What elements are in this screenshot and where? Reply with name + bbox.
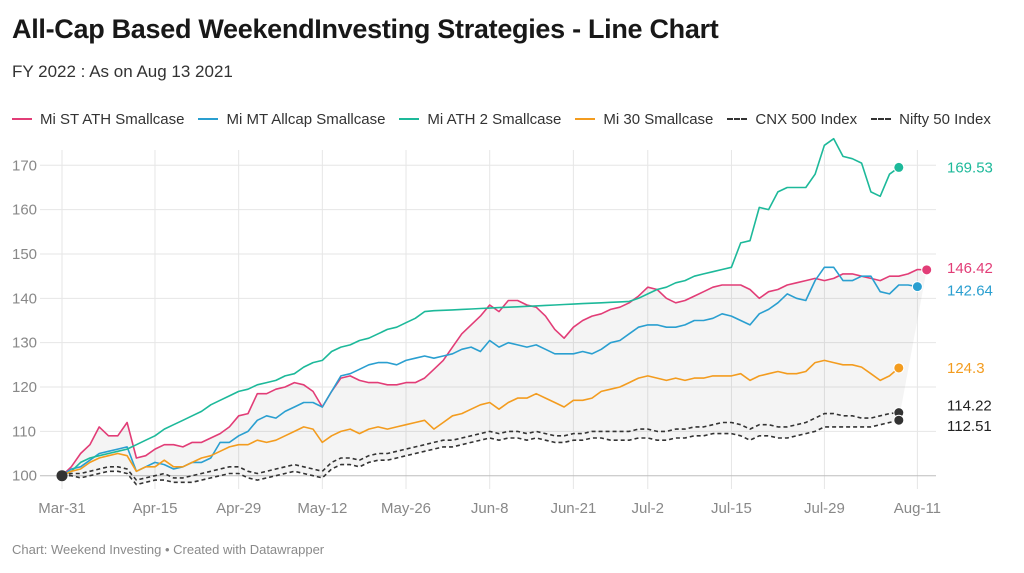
legend-label: CNX 500 Index bbox=[755, 110, 858, 128]
series-line-mi-mt-allcap-smallcase bbox=[61, 266, 918, 477]
chart-title: All-Cap Based WeekendInvesting Strategie… bbox=[12, 14, 719, 44]
series-line-cnx-500-index bbox=[61, 411, 899, 481]
x-tick-label: Jun-8 bbox=[471, 500, 509, 517]
x-tick-label: Jul-15 bbox=[711, 500, 752, 517]
end-marker-mi-st-ath-smallcase bbox=[921, 264, 933, 276]
series-line-mi-ath-2-smallcase bbox=[61, 137, 900, 477]
chart-subtitle: FY 2022 : As on Aug 13 2021 bbox=[12, 62, 233, 81]
legend-item: Nifty 50 Index bbox=[871, 104, 991, 135]
y-tick-label: 170 bbox=[12, 157, 37, 174]
end-label-mi-mt-allcap-smallcase: 142.64 bbox=[947, 283, 993, 300]
x-tick-label: May-12 bbox=[297, 500, 347, 517]
x-tick-label: Apr-15 bbox=[132, 500, 177, 517]
legend-label: Mi MT Allcap Smallcase bbox=[226, 110, 386, 128]
x-tick-label: Jul-29 bbox=[804, 500, 845, 517]
x-tick-label: May-26 bbox=[381, 500, 431, 517]
legend-item: Mi ATH 2 Smallcase bbox=[399, 104, 561, 135]
chart-legend: Mi ST ATH Smallcase Mi MT Allcap Smallcas… bbox=[12, 100, 1012, 135]
legend-swatch bbox=[871, 118, 892, 120]
legend-swatch bbox=[575, 118, 596, 120]
x-tick-label: Jun-21 bbox=[550, 500, 596, 517]
legend-label: Mi 30 Smallcase bbox=[603, 110, 714, 128]
legend-item: Mi ST ATH Smallcase bbox=[12, 104, 184, 135]
legend-item: CNX 500 Index bbox=[727, 104, 857, 135]
range-band bbox=[62, 269, 927, 485]
y-tick-label: 110 bbox=[12, 423, 36, 440]
y-tick-label: 130 bbox=[12, 335, 37, 352]
series-line-nifty-50-index bbox=[62, 419, 899, 486]
end-label-mi-ath-2-smallcase: 169.53 bbox=[947, 159, 993, 176]
start-point-marker bbox=[56, 470, 68, 482]
x-tick-label: Aug-11 bbox=[894, 500, 941, 517]
end-marker-mi-30-smallcase bbox=[893, 362, 905, 374]
end-label-cnx-500-index: 114.22 bbox=[947, 398, 992, 415]
end-marker-mi-mt-allcap-smallcase bbox=[911, 281, 923, 293]
chart-credit: Chart: Weekend Investing • Created with … bbox=[12, 542, 325, 557]
y-tick-label: 100 bbox=[12, 468, 37, 485]
legend-label: Mi ST ATH Smallcase bbox=[40, 110, 185, 128]
y-tick-label: 150 bbox=[12, 246, 37, 263]
legend-item: Mi MT Allcap Smallcase bbox=[198, 104, 385, 135]
y-tick-label: 160 bbox=[12, 202, 37, 219]
legend-label: Mi ATH 2 Smallcase bbox=[427, 110, 562, 128]
x-tick-label: Apr-29 bbox=[216, 500, 261, 517]
x-tick-label: Mar-31 bbox=[38, 500, 86, 517]
end-label-nifty-50-index: 112.51 bbox=[947, 418, 992, 435]
end-marker-nifty-50-index bbox=[893, 414, 905, 426]
series-line-mi-30-smallcase bbox=[61, 359, 900, 477]
legend-swatch bbox=[727, 118, 748, 120]
end-label-mi-30-smallcase: 124.3 bbox=[947, 360, 985, 377]
end-label-mi-st-ath-smallcase: 146.42 bbox=[947, 260, 993, 277]
y-tick-label: 140 bbox=[12, 290, 37, 307]
legend-swatch bbox=[399, 118, 420, 120]
legend-swatch bbox=[12, 118, 32, 120]
end-marker-mi-ath-2-smallcase bbox=[893, 161, 905, 173]
legend-swatch bbox=[198, 118, 219, 120]
legend-item: Mi 30 Smallcase bbox=[575, 104, 713, 135]
x-tick-label: Jul-2 bbox=[632, 500, 665, 517]
legend-label: Nifty 50 Index bbox=[899, 110, 991, 128]
y-tick-label: 120 bbox=[12, 379, 37, 396]
